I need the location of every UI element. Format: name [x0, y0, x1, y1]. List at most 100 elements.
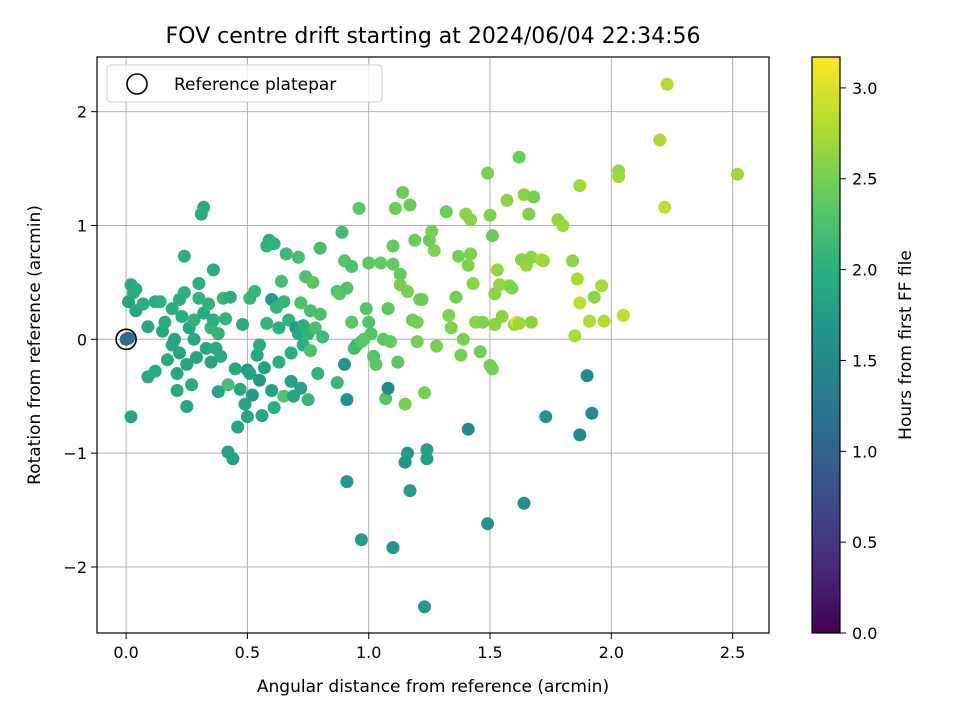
- data-point: [539, 410, 553, 424]
- data-point: [364, 327, 378, 341]
- y-tick-label: −1: [63, 444, 87, 463]
- data-point: [595, 279, 609, 293]
- data-point: [180, 400, 194, 413]
- scatter-points: [115, 77, 744, 614]
- data-point: [393, 267, 407, 281]
- data-point: [211, 385, 225, 399]
- data-point: [236, 318, 250, 331]
- data-point: [197, 200, 211, 214]
- data-point: [483, 208, 497, 222]
- data-point: [206, 313, 220, 327]
- x-tick-label: 0.5: [235, 643, 260, 662]
- data-point: [313, 307, 327, 321]
- y-tick-label: 2: [77, 103, 87, 122]
- data-point: [427, 244, 441, 257]
- data-point: [257, 361, 271, 375]
- data-point: [449, 290, 463, 304]
- data-point: [272, 355, 286, 369]
- data-point: [386, 257, 400, 271]
- legend-box: [106, 64, 383, 103]
- data-point: [580, 369, 594, 383]
- data-point: [308, 321, 322, 335]
- colorbar-tick-label: 1.0: [852, 442, 877, 461]
- data-point: [206, 263, 220, 277]
- data-point: [291, 250, 305, 264]
- data-point: [410, 335, 424, 349]
- data-point: [403, 198, 417, 212]
- data-point: [570, 272, 584, 286]
- data-point: [267, 401, 281, 415]
- data-point: [512, 316, 526, 330]
- colorbar-label: Hours from first FF file: [896, 250, 916, 440]
- data-point: [461, 422, 475, 436]
- data-point: [277, 295, 291, 309]
- data-point: [536, 254, 550, 268]
- colorbar-tick-label: 2.0: [852, 261, 877, 280]
- colorbar-tick-label: 2.5: [852, 170, 877, 189]
- data-point: [173, 346, 186, 360]
- data-point: [425, 224, 439, 238]
- data-point: [522, 207, 536, 221]
- data-point: [187, 332, 201, 346]
- data-point: [228, 362, 242, 376]
- data-point: [658, 200, 672, 214]
- data-point: [177, 286, 191, 300]
- data-point: [335, 225, 349, 239]
- x-tick-label: 2.5: [720, 643, 745, 662]
- data-point: [233, 382, 247, 396]
- data-point: [420, 443, 434, 457]
- data-point: [240, 410, 254, 424]
- data-point: [660, 77, 674, 91]
- data-point: [199, 341, 213, 355]
- data-point: [345, 260, 359, 273]
- data-point: [464, 247, 478, 261]
- data-point: [442, 308, 456, 322]
- data-point: [444, 321, 458, 335]
- y-tick-label: 0: [77, 330, 87, 349]
- colorbar-tick-label: 3.0: [852, 79, 877, 98]
- data-point: [517, 188, 531, 202]
- data-point: [505, 281, 519, 295]
- data-point: [148, 364, 162, 378]
- data-point: [418, 386, 431, 400]
- data-point: [566, 254, 579, 268]
- data-point: [379, 392, 393, 405]
- data-point: [124, 410, 138, 424]
- data-point: [476, 315, 490, 329]
- data-point: [311, 367, 325, 380]
- data-point: [330, 376, 344, 390]
- data-point: [517, 496, 531, 510]
- data-point: [464, 213, 478, 227]
- data-point: [439, 205, 453, 219]
- data-point: [573, 428, 587, 442]
- x-axis-ticks: 0.0 0.5 1.0 1.5 2.0 2.5: [113, 633, 745, 662]
- plot-frame: [96, 56, 770, 634]
- data-point: [345, 315, 359, 329]
- colorbar-tick-label: 0.5: [852, 533, 877, 552]
- data-point: [454, 348, 468, 362]
- data-point: [279, 247, 293, 261]
- data-point: [340, 393, 354, 407]
- data-point: [403, 484, 417, 498]
- y-tick-label: 1: [77, 216, 87, 235]
- data-point: [573, 296, 587, 310]
- data-point: [185, 378, 199, 392]
- data-point: [267, 237, 281, 251]
- data-point: [253, 338, 266, 352]
- data-point: [524, 250, 538, 264]
- data-point: [238, 397, 252, 411]
- data-point: [187, 313, 201, 327]
- legend: Reference platepar: [106, 64, 383, 103]
- data-point: [466, 277, 480, 290]
- data-point: [340, 475, 354, 489]
- data-point: [381, 302, 395, 316]
- data-point: [313, 241, 327, 255]
- data-point: [301, 393, 315, 407]
- data-point: [204, 355, 218, 369]
- colorbar-tick-label: 1.5: [852, 351, 877, 370]
- chart-title: FOV centre drift starting at 2024/06/04 …: [166, 24, 701, 49]
- data-point: [170, 384, 184, 397]
- data-point: [512, 150, 526, 164]
- data-point: [340, 281, 354, 295]
- x-tick-label: 2.0: [599, 643, 624, 662]
